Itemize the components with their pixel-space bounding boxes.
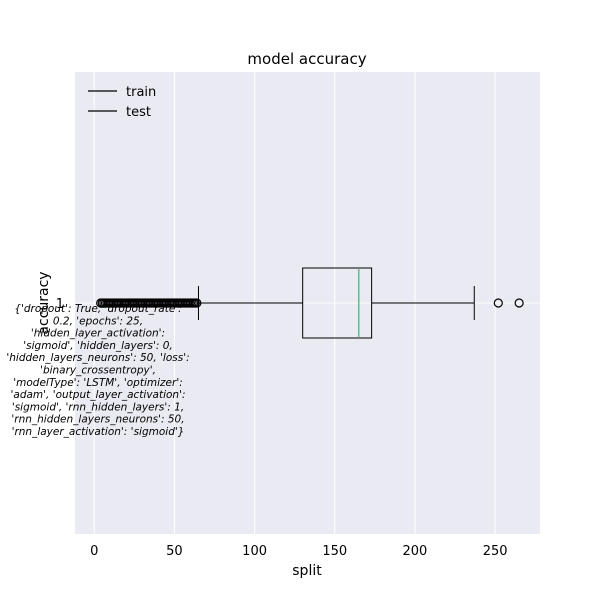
x-tick-label: 200 (403, 544, 428, 559)
outlier-point (514, 298, 524, 308)
annotation-line: 'modelType': 'LSTM', 'optimizer': (13, 377, 183, 389)
annotation-line: {'dropout': True, 'dropout_rate': (14, 303, 181, 315)
x-tick-label: 0 (90, 544, 98, 559)
x-tick-label: 250 (483, 544, 508, 559)
annotation-line: 'binary_crossentropy', (40, 365, 156, 377)
y-axis-label: accuracy (36, 271, 52, 334)
legend-label: train (126, 85, 156, 100)
y-axis-ticks: 1 (56, 297, 64, 312)
x-tick-label: 150 (322, 544, 347, 559)
annotation-line: 'rnn_hidden_layers_neurons': 50, (11, 414, 184, 426)
box-iqr (302, 267, 373, 339)
outlier-point (192, 298, 202, 308)
x-tick-label: 50 (166, 544, 183, 559)
annotation-line: 'rnn_layer_activation': 'sigmoid'} (12, 426, 185, 438)
annotation-line: 'adam', 'output_layer_activation': (11, 389, 186, 401)
annotation-line: 'hidden_layers_neurons': 50, 'loss': (6, 352, 189, 364)
config-annotation: {'dropout': True, 'dropout_rate':0.2, 'e… (6, 303, 189, 438)
x-tick-label: 100 (242, 544, 267, 559)
box-plot (96, 267, 524, 339)
x-axis-label: split (292, 563, 322, 579)
legend: train test (88, 85, 156, 120)
annotation-line: 'sigmoid', 'rnn_hidden_layers': 1, (12, 401, 184, 413)
annotation-line: 'hidden_layer_activation': (31, 328, 165, 340)
annotation-line: 0.2, 'epochs': 25, (53, 315, 143, 327)
legend-label: test (126, 105, 151, 120)
chart-title: model accuracy (247, 50, 366, 68)
annotation-line: 'sigmoid', 'hidden_layers': 0, (23, 340, 172, 352)
y-tick-label: 1 (56, 297, 64, 312)
x-axis-ticks: 0 50 100 150 200 250 (90, 544, 507, 559)
outlier-point (493, 298, 503, 308)
